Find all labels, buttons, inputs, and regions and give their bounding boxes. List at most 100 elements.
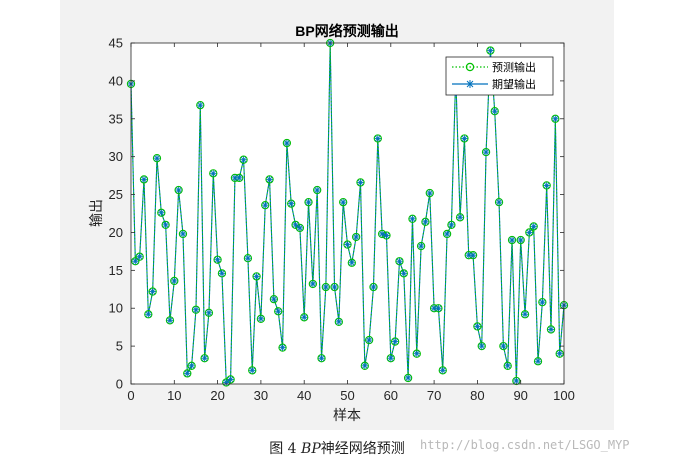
predicted-point	[352, 232, 361, 242]
expected-point	[197, 101, 204, 109]
expected-point	[387, 355, 394, 362]
chart-title: BP网络预测输出	[295, 23, 398, 39]
predicted-point	[525, 228, 534, 237]
predicted-point	[507, 235, 517, 245]
predicted-point	[442, 229, 452, 239]
expected-point	[348, 259, 356, 266]
expected-point	[352, 233, 360, 241]
predicted-point	[139, 175, 149, 184]
expected-point	[513, 377, 520, 385]
x-tick-label: 50	[340, 388, 354, 403]
predicted-point	[403, 373, 413, 383]
predicted-point	[313, 185, 322, 195]
expected-point	[301, 314, 308, 321]
expected-point	[552, 115, 559, 122]
predicted-point	[213, 255, 222, 264]
watermark: http://blog.csdn.net/LSGO_MYP	[420, 438, 630, 452]
expected-point	[153, 154, 161, 162]
predicted-point	[144, 310, 153, 319]
predicted-point	[386, 354, 395, 363]
predicted-point	[161, 220, 170, 230]
legend-box	[445, 56, 554, 96]
predicted-point	[256, 314, 266, 323]
expected-point	[504, 362, 511, 370]
predicted-point	[339, 197, 348, 207]
predicted-point	[473, 322, 482, 331]
expected-point	[357, 179, 364, 186]
legend-marker-predicted	[465, 62, 475, 72]
predicted-point	[499, 341, 508, 351]
y-axis-label: 输出	[89, 199, 105, 227]
predicted-point	[416, 241, 426, 251]
caption-suffix: 神经网络预测	[320, 441, 405, 457]
y-tick-label: 15	[109, 263, 123, 278]
predicted-point	[300, 313, 309, 322]
predicted-point	[321, 282, 330, 292]
expected-point	[409, 215, 416, 223]
expected-point	[279, 344, 286, 351]
expected-point	[370, 283, 377, 291]
predicted-point	[269, 294, 279, 304]
predicted-point	[265, 175, 274, 184]
predicted-point	[278, 343, 287, 352]
expected-point	[361, 362, 369, 370]
expected-point	[175, 186, 182, 194]
y-tick-label: 5	[116, 339, 123, 354]
expected-point	[305, 198, 312, 206]
expected-point	[365, 336, 373, 344]
predicted-point	[295, 223, 305, 233]
expected-point	[495, 198, 503, 206]
expected-point	[158, 209, 165, 216]
expected-point	[205, 309, 213, 316]
expected-point	[335, 318, 343, 326]
expected-point	[322, 283, 330, 291]
predicted-point	[555, 349, 564, 358]
expected-point	[469, 251, 477, 259]
expected-point	[240, 156, 247, 163]
predicted-point	[356, 178, 365, 187]
y-tick-label: 20	[109, 225, 123, 240]
predicted-point	[200, 354, 209, 363]
expected-point	[526, 229, 533, 236]
x-axis-label: 样本	[333, 408, 361, 424]
expected-point	[556, 350, 563, 357]
predicted-point	[252, 272, 261, 281]
predicted-point	[334, 317, 343, 327]
predicted-point	[174, 185, 183, 195]
predicted-point	[421, 217, 430, 226]
predicted-point	[503, 361, 512, 370]
figure-caption: 图 4 BP神经网络预测	[0, 438, 674, 458]
predicted-point	[330, 282, 339, 292]
expected-point	[413, 350, 420, 357]
caption-prefix: 图 4	[269, 441, 302, 457]
predicted-point	[248, 366, 257, 375]
predicted-point	[542, 181, 551, 190]
x-tick-label: 90	[513, 388, 527, 403]
expected-point	[214, 256, 221, 263]
expected-point	[391, 338, 399, 345]
expected-point	[339, 198, 347, 206]
expected-point	[270, 295, 278, 303]
legend-marker-expected	[466, 80, 474, 88]
expected-point	[487, 47, 494, 54]
expected-point	[292, 221, 299, 229]
expected-point	[530, 223, 537, 230]
predicted-point	[516, 235, 525, 245]
y-tick-label: 45	[109, 36, 123, 51]
expected-point	[422, 218, 429, 226]
predicted-point	[512, 376, 521, 386]
expected-point	[236, 174, 243, 182]
series-layer	[126, 38, 569, 387]
expected-point	[309, 280, 317, 288]
predicted-point	[304, 197, 313, 207]
expected-point	[456, 214, 464, 221]
expected-point	[275, 308, 282, 315]
predicted-point	[364, 335, 374, 345]
x-tick-label: 20	[210, 388, 224, 403]
x-tick-label: 30	[254, 388, 268, 403]
expected-point	[227, 376, 234, 383]
expected-point	[517, 236, 524, 244]
predicted-point	[460, 134, 469, 143]
expected-point	[253, 273, 260, 280]
x-tick-label: 60	[384, 388, 398, 403]
